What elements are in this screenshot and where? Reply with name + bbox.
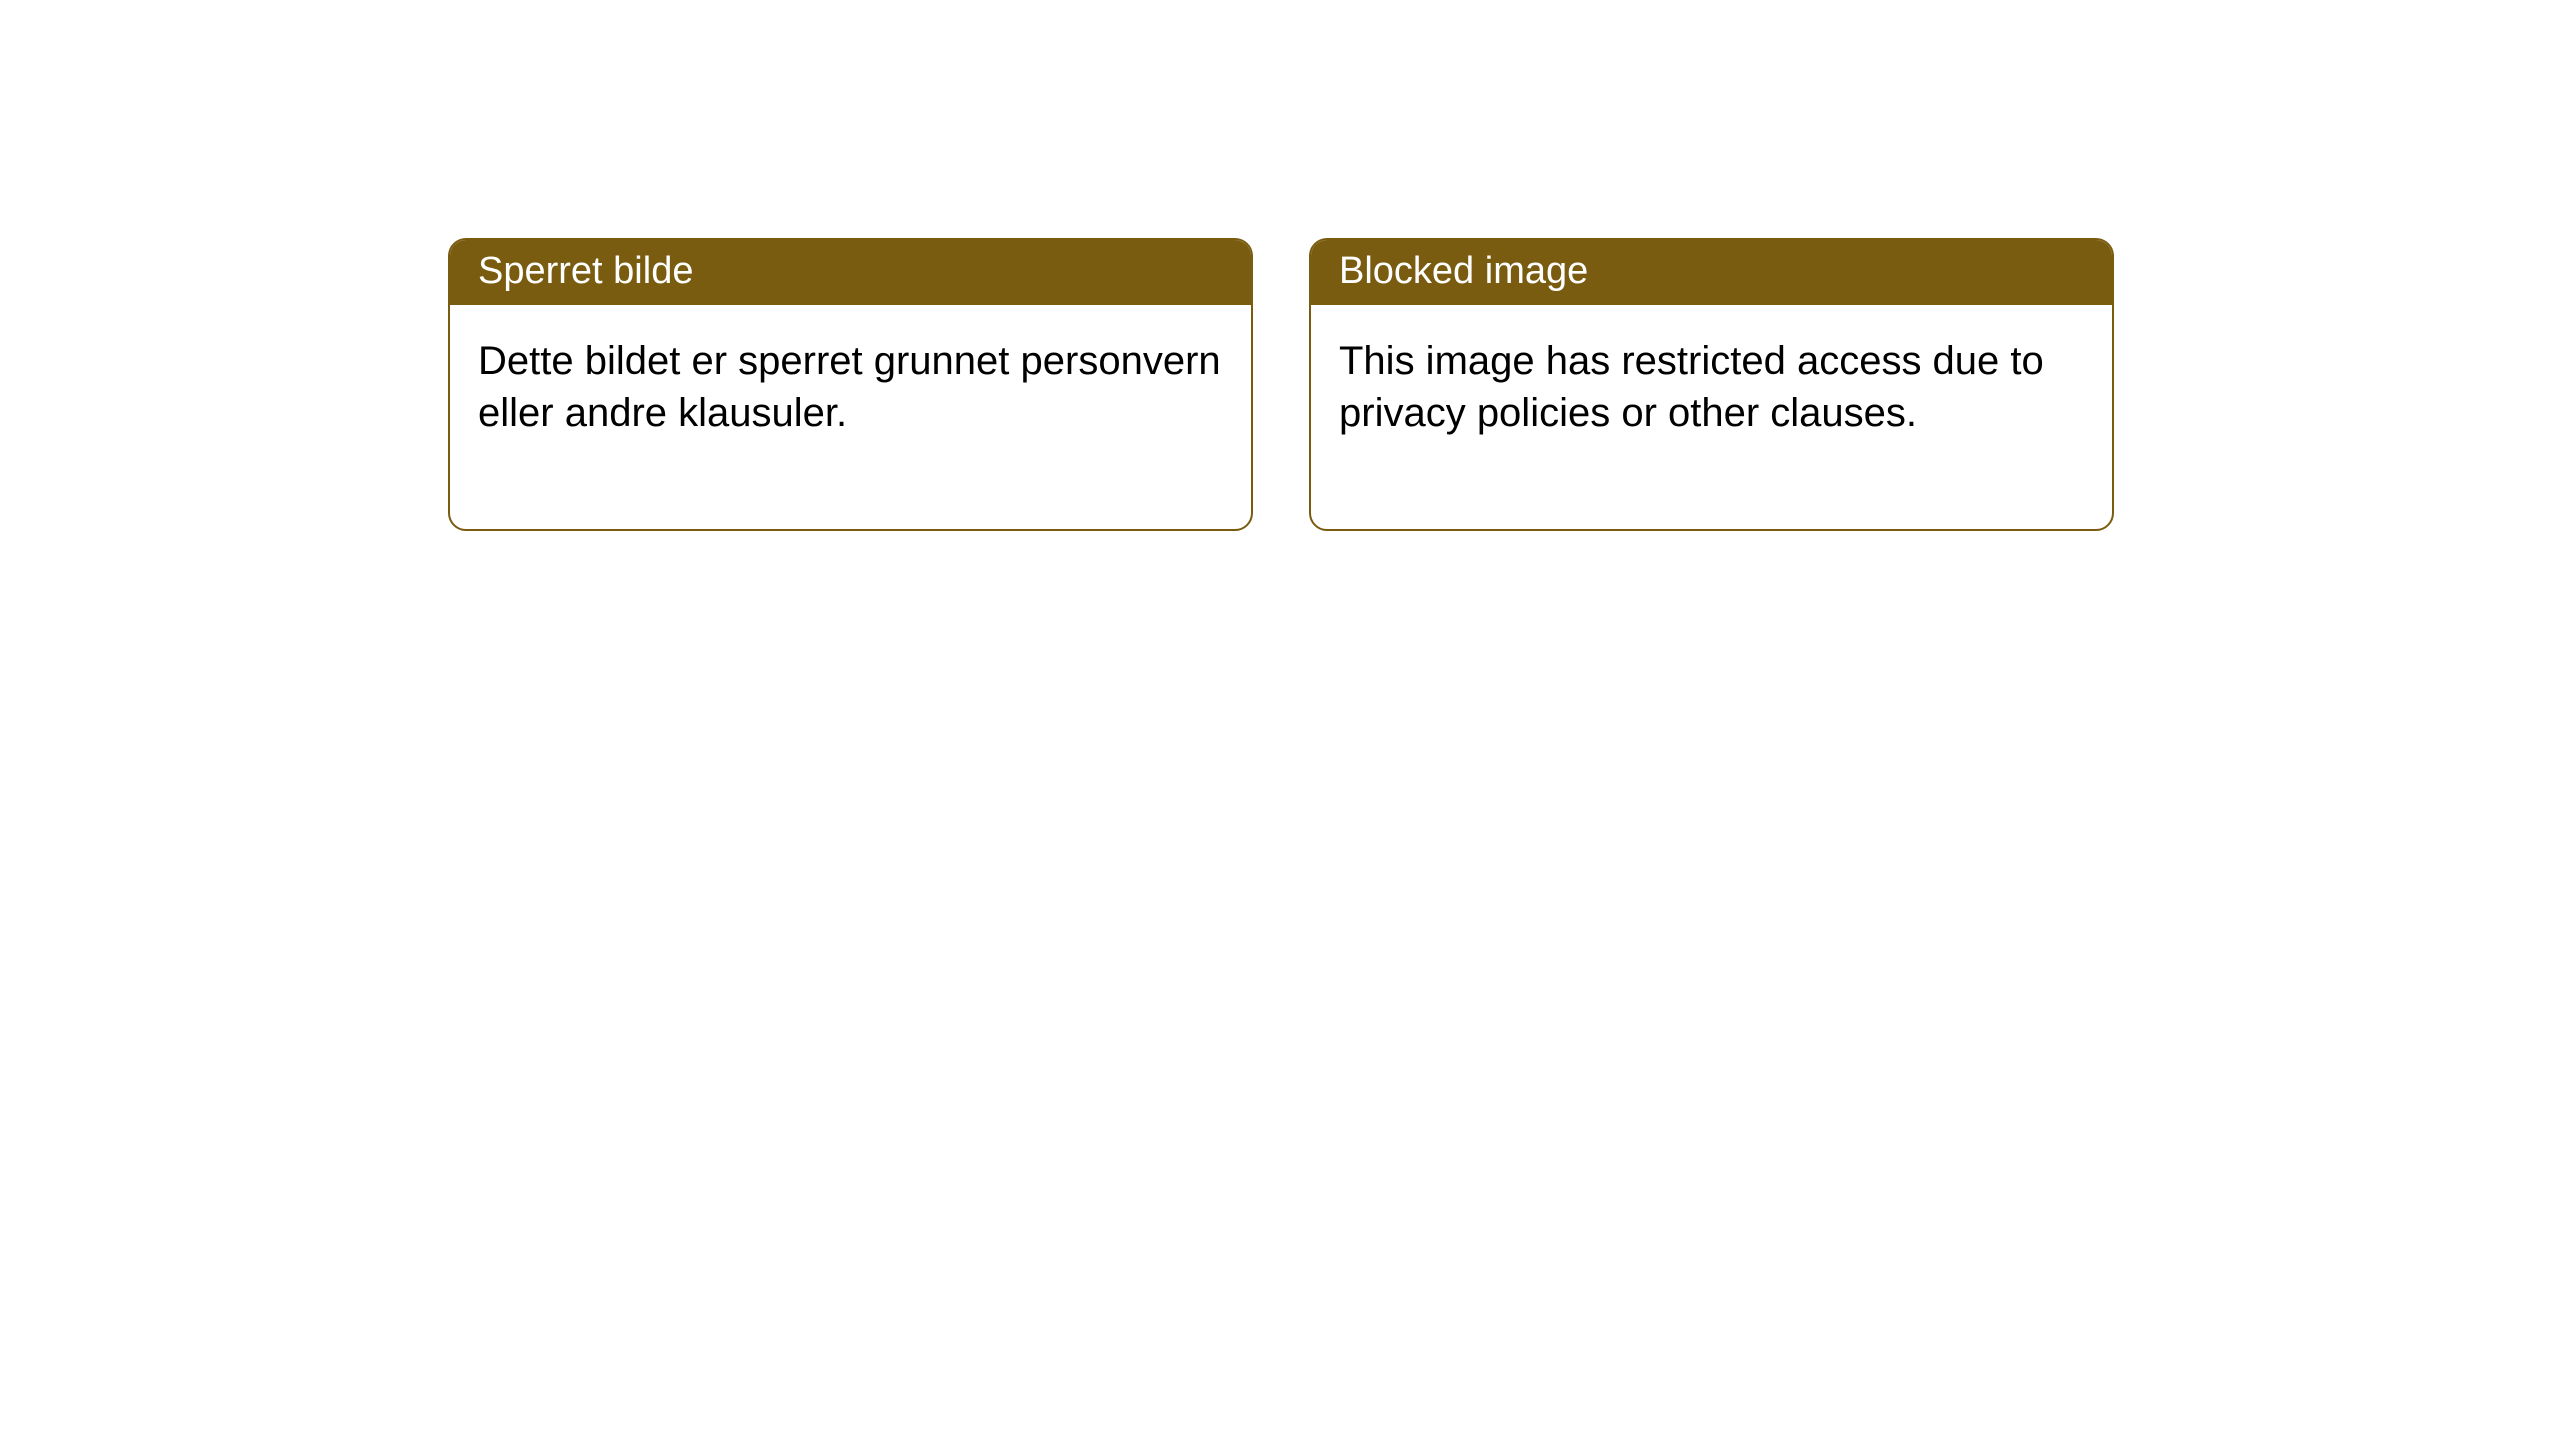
notice-card-norwegian: Sperret bilde Dette bildet er sperret gr…	[448, 238, 1253, 531]
notice-body: Dette bildet er sperret grunnet personve…	[450, 305, 1251, 529]
notice-container: Sperret bilde Dette bildet er sperret gr…	[0, 0, 2560, 531]
notice-header: Sperret bilde	[450, 240, 1251, 305]
notice-header: Blocked image	[1311, 240, 2112, 305]
notice-card-english: Blocked image This image has restricted …	[1309, 238, 2114, 531]
notice-body: This image has restricted access due to …	[1311, 305, 2112, 529]
